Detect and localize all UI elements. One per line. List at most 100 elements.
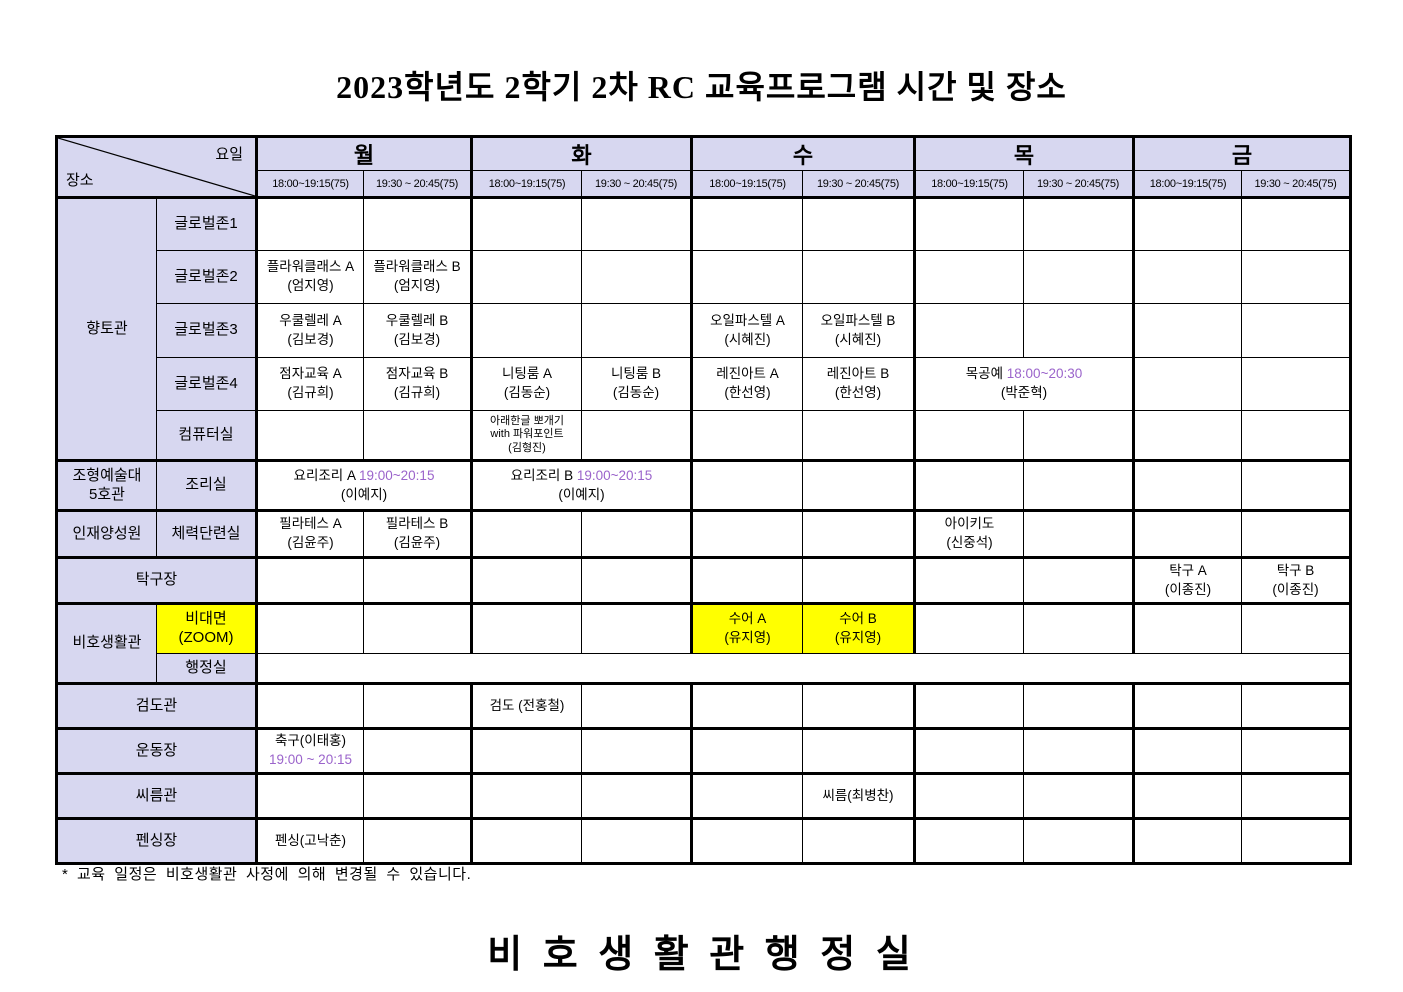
empty-cell [1023,728,1134,775]
label-line: 씨름관 [135,786,178,804]
time-slot-header: 18:00~19:15(75) [255,170,364,199]
cell-line: 우쿨렐레 B [365,312,471,331]
cell-text: 씨름(최병찬) [822,787,894,803]
cell-line: (한선영) [804,384,914,403]
empty-cell [802,557,915,605]
schedule-cell: 목공예 18:00~20:30 (박준혁) [913,357,1134,411]
cell-text: (유지영) [724,630,771,645]
label-line: 5호관 [89,485,125,503]
cell-text: 18:00~20:30 [1006,366,1083,382]
cell-line: (엄지영) [260,277,363,296]
cell-line: (김윤주) [260,534,363,553]
cell-line: (유지영) [804,629,914,648]
empty-cell [470,303,582,358]
empty-cell [913,460,1024,512]
empty-cell [913,818,1024,865]
time-slot-header: 19:30 ~ 20:45(75) [581,170,692,199]
cell-line: (시혜진) [804,331,914,350]
time-slot-header: 18:00~19:15(75) [690,170,803,199]
label-line: 글로벌존3 [174,321,238,339]
schedule-cell: 수어 B (유지영) [802,603,915,654]
cell-line: (김동순) [475,384,581,403]
cell-text: 오일파스텔 A [710,312,785,328]
cell-line: (이종진) [1137,581,1241,600]
venue-label: 운동장 [56,728,257,775]
schedule-row: 검도관 검도 (전홍철) [56,683,1351,730]
schedule-row: 컴퓨터실 아래한글 뽀개기 with 파워포인트 (김형진) [57,410,1351,462]
cell-line: 수어 B [804,610,914,629]
empty-cell [581,728,692,775]
time-slot-header: 19:30 ~ 20:45(75) [1023,170,1134,199]
cell-text: 레진아트 A [716,366,779,382]
cell-line: (유지영) [695,629,802,648]
label-line: 글로벌존1 [174,215,238,233]
schedule-cell: 플라워클래스 A (엄지영) [255,250,364,304]
cell-line: (김윤주) [365,534,471,553]
cell-line: 니팅룸 B [583,365,691,384]
empty-cell [581,557,692,605]
cell-text: with 파워포인트 [490,428,564,441]
time-slot-header: 19:30 ~ 20:45(75) [1241,170,1351,199]
cell-line: (김동순) [583,384,691,403]
empty-cell [690,250,803,304]
empty-cell [255,197,364,251]
empty-cell [1241,510,1351,559]
cell-text: 축구(이태홍) [274,733,347,749]
empty-cell [1132,818,1242,865]
cell-text: 니팅룸 A [501,366,552,382]
schedule-cell: 수어 A (유지영) [690,603,803,654]
cell-text: 탁구 B [1276,562,1315,578]
schedule-row: 비호생활관 비대면 (ZOOM) 수어 A (유지영) 수어 B (유지영) [56,603,1351,685]
label-line: 비대면 [185,610,227,628]
day-header: 월 [255,136,472,171]
cell-line: (김규희) [365,384,471,403]
cell-line: 플라워클래스 A [260,258,363,277]
cell-text: 필라테스 B [385,516,449,532]
empty-cell [1023,303,1134,358]
cell-line: 니팅룸 A [475,365,581,384]
empty-cell [1241,303,1351,358]
cell-text: (이예지) [340,486,388,502]
corner-cell: 요일 장소 [56,136,258,199]
cell-line: (시혜진) [695,331,802,350]
empty-cell [581,250,692,304]
empty-cell [802,818,915,865]
room-label: 글로벌존3 [156,303,257,358]
empty-cell [913,773,1024,820]
empty-cell [913,250,1024,304]
empty-cell [581,410,692,462]
day-header: 수 [690,136,915,171]
cell-text: 수어 A [728,611,767,627]
label-line: 조리실 [185,476,227,494]
empty-cell [802,683,915,730]
cell-text: 아래한글 뽀개기 [490,414,564,427]
cell-line: 레진아트 A [695,365,802,384]
room-label: 글로벌존2 [156,250,257,304]
schedule-row: 탁구장 탁구 A (이종진) 탁구 B (이종진) [56,557,1351,605]
cell-line: 오일파스텔 A [695,312,802,331]
empty-cell [690,728,803,775]
schedule-row: 글로벌존4 점자교육 A (김규희) 점자교육 B (김규희) 니팅룸 A (김동순) 니팅룸… [57,357,1351,411]
empty-cell [470,510,582,559]
room-label: 행정실 [156,653,257,685]
schedule-cell: 니팅룸 B (김동순) [581,357,692,411]
cell-text: (이예지) [558,486,605,502]
empty-cell [1023,460,1134,512]
schedule-cell: 아래한글 뽀개기 with 파워포인트 (김형진) [470,410,582,462]
cell-text: 검도 (전홍철) [489,697,565,713]
schedule-cell: 레진아트 B (한선영) [802,357,915,411]
schedule-cell: 탁구 A (이종진) [1132,557,1242,605]
empty-cell [363,683,472,730]
diagonal-line [58,138,253,195]
cell-text: 필라테스 A [279,516,342,532]
empty-cell [802,410,915,462]
cell-line: (신중석) [918,534,1023,553]
day-header: 화 [470,136,692,171]
schedule-row: 향토관 글로벌존1 [56,197,1351,462]
empty-cell [1023,603,1134,654]
cell-text: 우쿨렐레 B [385,312,449,328]
empty-cell [1132,603,1242,654]
empty-cell [581,818,692,865]
venue-label: 검도관 [56,683,257,730]
